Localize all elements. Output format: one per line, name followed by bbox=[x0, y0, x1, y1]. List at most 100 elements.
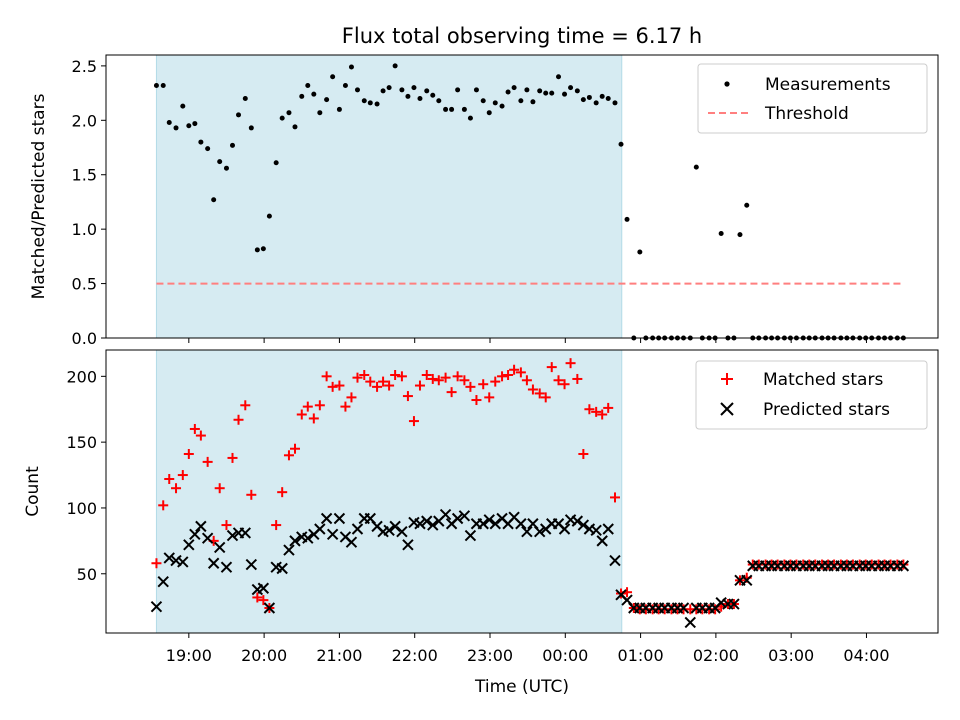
predicted-star-point-b bbox=[515, 518, 527, 530]
matched-star-point bbox=[334, 380, 345, 391]
predicted-star-point-b bbox=[396, 525, 408, 538]
predicted-star-point bbox=[213, 541, 226, 554]
predicted-star-point bbox=[533, 525, 546, 538]
measurement-point bbox=[580, 97, 586, 103]
matched-star-point bbox=[553, 375, 564, 386]
bottom-panel: 50 100 150 200 19:00 20:00 21:00 22:00 23:00 00:… bbox=[23, 349, 939, 697]
predicted-star-point-b bbox=[684, 616, 696, 629]
bottom-x-tick-label: 04:00 bbox=[843, 646, 889, 665]
predicted-star-point-b bbox=[270, 561, 282, 573]
measurement-point bbox=[299, 93, 305, 99]
bottom-legend: Matched stars Predicted stars bbox=[695, 360, 928, 430]
predicted-star-point-b bbox=[245, 558, 258, 571]
predicted-star-point bbox=[245, 558, 258, 571]
predicted-star-point-b bbox=[195, 520, 207, 533]
measurement-point bbox=[173, 125, 179, 131]
measurement-point bbox=[593, 100, 599, 106]
matched-star-point bbox=[289, 443, 300, 454]
top-legend-box bbox=[697, 63, 928, 134]
top-x-ticks bbox=[188, 338, 867, 343]
matched-star-point bbox=[559, 379, 570, 390]
predicted-star-point-b bbox=[226, 529, 239, 542]
measurement-point bbox=[744, 202, 750, 208]
matched-star-point bbox=[384, 380, 395, 391]
predicted-star-point-b bbox=[257, 582, 270, 594]
predicted-star-point bbox=[464, 529, 477, 542]
predicted-star-point bbox=[157, 575, 169, 588]
predicted-star-point bbox=[150, 600, 163, 613]
top-y-tick-label: 0.5 bbox=[72, 275, 97, 294]
measurement-point bbox=[449, 106, 455, 112]
predicted-star-point bbox=[602, 523, 614, 535]
measurement-point bbox=[461, 106, 467, 112]
matched-star-point bbox=[584, 404, 595, 415]
matched-star-point bbox=[233, 414, 244, 425]
measurement-point bbox=[236, 112, 242, 118]
matched-star-point bbox=[302, 401, 313, 412]
bottom-x-tick-label: 00:00 bbox=[542, 646, 588, 665]
predicted-star-point-b bbox=[364, 512, 376, 525]
matched-star-point bbox=[572, 373, 583, 384]
predicted-star-point bbox=[163, 552, 175, 564]
predicted-star-point-b bbox=[677, 602, 690, 614]
measurement-point bbox=[205, 146, 211, 152]
legend-label-matched: Matched stars bbox=[763, 370, 883, 390]
predicted-star-point bbox=[220, 561, 233, 573]
predicted-star-point bbox=[684, 616, 696, 629]
predicted-star-point bbox=[195, 520, 207, 533]
predicted-star-point bbox=[427, 519, 439, 531]
bottom-x-tick-label: 19:00 bbox=[166, 646, 212, 665]
measurement-point bbox=[342, 82, 348, 88]
matched-star-point bbox=[591, 406, 602, 417]
measurement-point bbox=[530, 99, 536, 105]
predicted-star-point-b bbox=[414, 518, 426, 530]
predicted-star-point bbox=[263, 602, 276, 614]
measurement-point bbox=[198, 139, 204, 145]
measurement-point bbox=[411, 85, 417, 91]
measurement-point bbox=[273, 160, 279, 166]
matched-star-point bbox=[296, 409, 307, 420]
top-y-tick-label: 1.5 bbox=[72, 166, 97, 185]
predicted-star-point-b bbox=[333, 512, 346, 525]
matched-star-point bbox=[459, 375, 470, 386]
predicted-star-point bbox=[396, 525, 408, 538]
predicted-star-point-b bbox=[458, 510, 471, 522]
predicted-star-point bbox=[477, 518, 489, 530]
bottom-y-tick-label: 150 bbox=[66, 433, 97, 452]
matched-star-point bbox=[158, 500, 169, 511]
legend-label-threshold: Threshold bbox=[764, 104, 849, 124]
predicted-star-point-b bbox=[621, 594, 633, 606]
measurement-point bbox=[480, 98, 486, 104]
predicted-star-point bbox=[458, 510, 471, 522]
measurement-point bbox=[436, 98, 442, 104]
predicted-star-point-b bbox=[596, 535, 608, 547]
predicted-star-point bbox=[207, 557, 220, 569]
matched-star-point bbox=[359, 370, 370, 381]
predicted-star-point bbox=[590, 524, 602, 537]
predicted-star-point-b bbox=[477, 518, 489, 530]
predicted-star-point bbox=[515, 518, 527, 530]
predicted-star-point-b bbox=[371, 520, 383, 533]
predicted-star-point-b bbox=[408, 516, 420, 529]
predicted-star-point bbox=[201, 532, 214, 544]
predicted-star-point bbox=[345, 536, 358, 548]
bottom-x-tick-label: 03:00 bbox=[768, 646, 814, 665]
predicted-star-point bbox=[283, 544, 295, 556]
measurement-point bbox=[286, 110, 292, 116]
predicted-star-point bbox=[483, 514, 495, 526]
predicted-star-point-b bbox=[402, 539, 414, 551]
legend-marker-matched bbox=[721, 373, 733, 385]
top-observing-span bbox=[155, 54, 623, 339]
bottom-y-tick-label: 200 bbox=[66, 367, 97, 386]
measurement-point bbox=[361, 98, 367, 104]
measurement-point bbox=[229, 142, 235, 148]
predicted-star-point-b bbox=[302, 532, 314, 544]
measurement-point bbox=[324, 97, 330, 103]
predicted-star-point bbox=[333, 512, 346, 525]
matched-star-point bbox=[446, 387, 457, 398]
bottom-x-tick-label: 22:00 bbox=[392, 646, 438, 665]
measurement-point bbox=[367, 100, 373, 106]
predicted-star-point bbox=[314, 523, 326, 535]
predicted-star-point bbox=[521, 525, 533, 538]
top-y-tick-label: 0.0 bbox=[72, 329, 97, 348]
